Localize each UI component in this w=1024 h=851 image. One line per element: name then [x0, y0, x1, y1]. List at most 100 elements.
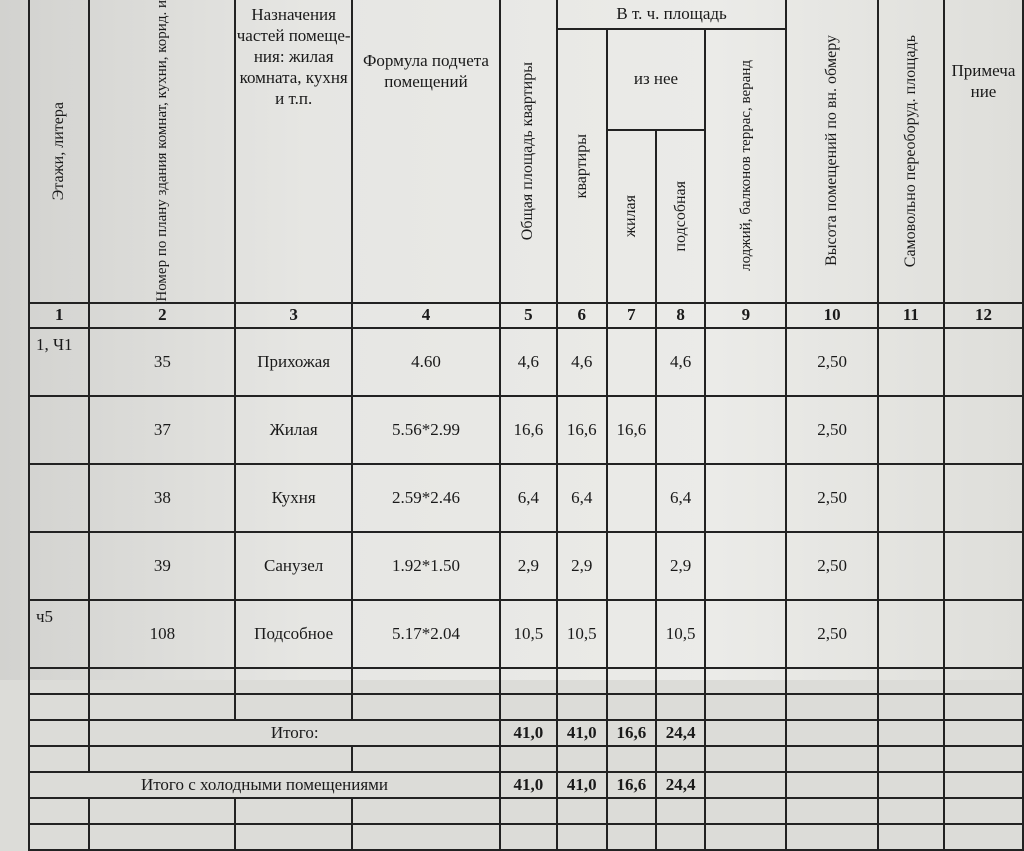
cell-aux	[654, 394, 707, 465]
cell-apt: 6,4	[555, 462, 608, 533]
col-number: 9	[704, 301, 788, 329]
cell-note	[942, 530, 1024, 601]
cell-height: 2,50	[785, 598, 879, 669]
cell-formula: 4.60	[350, 326, 501, 397]
header-loggia: лоджий, балконов террас, веранд	[704, 28, 788, 304]
col-number: 11	[876, 301, 945, 329]
header-of-which: из нее	[605, 28, 707, 131]
cell-floor	[27, 530, 91, 601]
total-cold-row: Итого с холодными помещениями 41,0 41,0 16…	[28, 770, 1024, 799]
cell-living	[605, 598, 657, 669]
cell-note	[942, 462, 1024, 533]
cell-loggia	[704, 598, 788, 669]
total-living: 16,6	[605, 718, 657, 747]
header-note: Примеча ние	[942, 0, 1024, 304]
total-cold-label: Итого с холодными помещениями	[28, 770, 501, 799]
cell-note	[942, 598, 1024, 669]
cell-loggia	[704, 326, 788, 397]
cell-formula: 5.56*2.99	[350, 394, 501, 465]
header-purpose: Назначения частей помеще-ния: жилая комн…	[234, 0, 353, 304]
cell-self	[876, 462, 945, 533]
total-cold-apartment: 41,0	[555, 770, 608, 799]
cell-name: Прихожая	[234, 326, 353, 397]
header-auxiliary: подсобная	[654, 128, 707, 304]
cell-floor	[27, 462, 91, 533]
cell-apt: 2,9	[555, 530, 608, 601]
explication-table: Этажи, литера Номер по плану здания комн…	[27, 0, 1024, 851]
total-auxiliary: 24,4	[654, 718, 707, 747]
cell-aux: 6,4	[654, 462, 707, 533]
header-formula: Формула подчета помещений	[350, 0, 501, 304]
cell-note	[942, 326, 1024, 397]
cell-name: Подсобное	[234, 598, 353, 669]
header-total-area: Общая площадь квартиры	[498, 0, 558, 304]
col-number: 10	[785, 301, 879, 329]
cell-name: Жилая	[234, 394, 353, 465]
col-number: 12	[942, 301, 1024, 329]
cell-apt: 4,6	[555, 326, 608, 397]
cell-aux: 10,5	[654, 598, 707, 669]
table-row: 37 Жилая 5.56*2.99 16,6 16,6 16,6 2,50	[27, 394, 1024, 465]
total-cold-auxiliary: 24,4	[654, 770, 707, 799]
col-number: 2	[88, 301, 237, 329]
table-row: ч5 108 Подсобное 5.17*2.04 10,5 10,5 10,5 2,50	[27, 598, 1024, 669]
col-number: 6	[555, 301, 608, 329]
cell-no: 39	[88, 530, 237, 601]
col-number: 8	[654, 301, 707, 329]
col-number: 4	[350, 301, 501, 329]
total-row: Итого: 41,0 41,0 16,6 24,4	[27, 718, 1024, 747]
cell-living: 16,6	[605, 394, 657, 465]
header-living: жилая	[605, 128, 657, 304]
header-floor: Этажи, литера	[27, 0, 91, 304]
header-apartment: квартиры	[555, 28, 608, 304]
col-number: 5	[498, 301, 558, 329]
cell-total: 6,4	[498, 462, 558, 533]
cell-total: 2,9	[498, 530, 558, 601]
cell-living	[605, 530, 657, 601]
cell-loggia	[704, 530, 788, 601]
col-number: 3	[234, 301, 353, 329]
cell-total: 10,5	[498, 598, 558, 669]
table-row: 1, Ч1 35 Прихожая 4.60 4,6 4,6 4,6 2,50	[27, 326, 1024, 397]
cell-no: 35	[88, 326, 237, 397]
cell-living	[605, 462, 657, 533]
cell-total: 16,6	[498, 394, 558, 465]
cell-height: 2,50	[785, 462, 879, 533]
cell-formula: 2.59*2.46	[350, 462, 501, 533]
cell-floor: 1, Ч1	[27, 326, 91, 397]
cell-floor	[27, 394, 91, 465]
cell-formula: 1.92*1.50	[350, 530, 501, 601]
cell-no: 38	[88, 462, 237, 533]
cell-note	[942, 394, 1024, 465]
table-row: 38 Кухня 2.59*2.46 6,4 6,4 6,4 2,50	[27, 462, 1024, 533]
cell-apt: 16,6	[555, 394, 608, 465]
cell-name: Санузел	[234, 530, 353, 601]
cell-loggia	[704, 462, 788, 533]
cell-height: 2,50	[785, 394, 879, 465]
table-row: 39 Санузел 1.92*1.50 2,9 2,9 2,9 2,50	[27, 530, 1024, 601]
cell-total: 4,6	[498, 326, 558, 397]
cell-self	[876, 530, 945, 601]
total-cold-area: 41,0	[498, 770, 558, 799]
cell-self	[876, 598, 945, 669]
cell-self	[876, 394, 945, 465]
cell-self	[876, 326, 945, 397]
total-cold-living: 16,6	[605, 770, 657, 799]
total-apartment: 41,0	[555, 718, 608, 747]
cell-apt: 10,5	[555, 598, 608, 669]
cell-aux: 4,6	[654, 326, 707, 397]
cell-floor: ч5	[27, 598, 91, 669]
cell-name: Кухня	[234, 462, 353, 533]
header-height: Высота помещений по вн. обмеру	[785, 0, 879, 304]
cell-aux: 2,9	[654, 530, 707, 601]
col-number: 7	[605, 301, 657, 329]
cell-height: 2,50	[785, 530, 879, 601]
cell-no: 108	[88, 598, 237, 669]
cell-formula: 5.17*2.04	[350, 598, 501, 669]
cell-loggia	[704, 394, 788, 465]
col-number: 1	[27, 301, 91, 329]
cell-height: 2,50	[785, 326, 879, 397]
total-label: Итого:	[88, 718, 501, 747]
header-room-number: Номер по плану здания комнат, кухни, кор…	[88, 0, 237, 304]
